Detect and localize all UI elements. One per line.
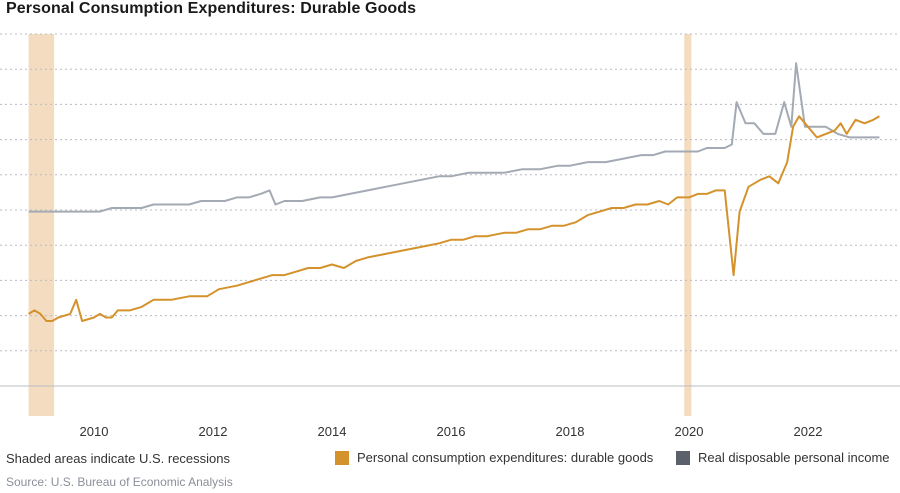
- x-tick-label: 2010: [80, 424, 109, 439]
- series-line-income: [28, 62, 880, 213]
- x-tick-label: 2018: [556, 424, 585, 439]
- recession-band: [28, 34, 55, 416]
- gridlines: [0, 33, 900, 387]
- x-tick-label: 2020: [675, 424, 704, 439]
- x-tick-label: 2014: [318, 424, 347, 439]
- legend-label-pce: Personal consumption expenditures: durab…: [357, 450, 654, 465]
- series-lines: [28, 62, 880, 322]
- legend-swatch-income: [676, 450, 690, 465]
- legend-item-income: Real disposable personal income: [676, 450, 890, 465]
- legend-item-pce: Personal consumption expenditures: durab…: [335, 450, 653, 465]
- x-tick-label: 2022: [794, 424, 823, 439]
- source-note: Source: U.S. Bureau of Economic Analysis: [6, 475, 233, 489]
- x-tick-label: 2012: [199, 424, 228, 439]
- x-tick-label: 2016: [437, 424, 466, 439]
- page-title: Personal Consumption Expenditures: Durab…: [6, 0, 417, 17]
- recession-note: Shaded areas indicate U.S. recessions: [6, 451, 231, 466]
- series-line-pce: [28, 115, 880, 322]
- legend-swatch-pce: [335, 450, 349, 465]
- recession-bands: [28, 34, 692, 416]
- recession-band: [684, 34, 692, 416]
- legend-label-income: Real disposable personal income: [698, 450, 890, 465]
- x-axis-ticks: 2010 2012 2014 2016 2018 2020 2022: [80, 424, 823, 439]
